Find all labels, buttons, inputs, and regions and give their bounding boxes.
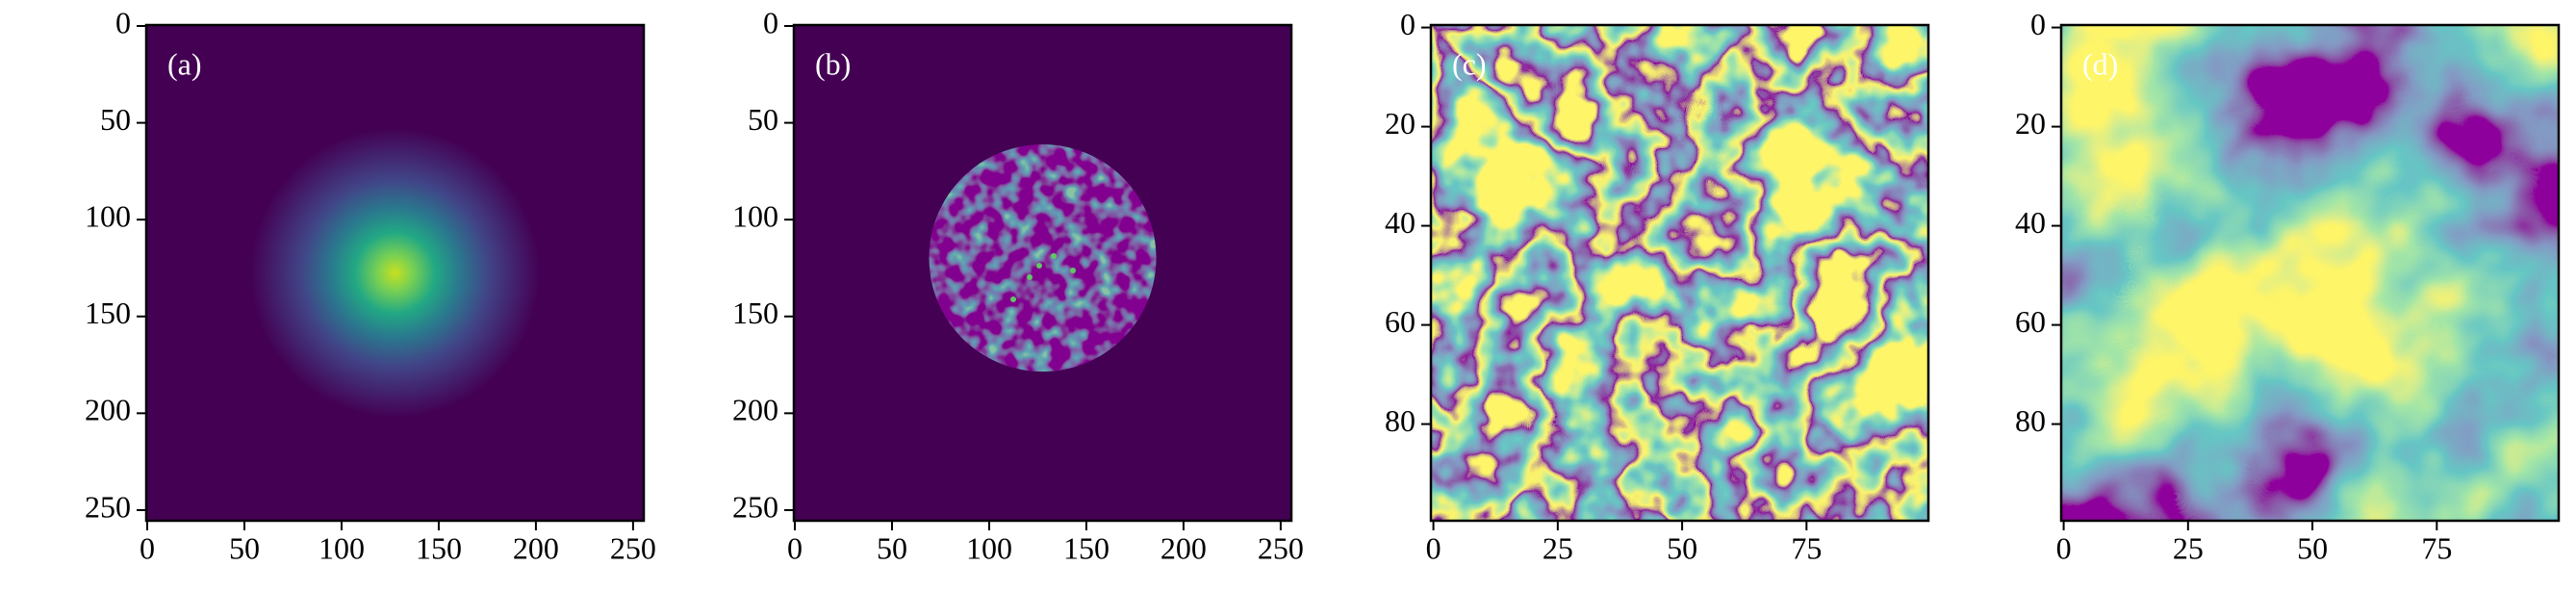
y-tick-label: 40 xyxy=(1385,205,1416,240)
image-speckle xyxy=(929,144,1157,373)
image-speck xyxy=(1036,263,1042,269)
y-tick-label: 50 xyxy=(100,102,131,137)
x-tick-label: 75 xyxy=(2421,530,2452,565)
axes-frame xyxy=(792,23,1293,523)
image-field xyxy=(2061,25,2559,521)
y-tick-label: 250 xyxy=(732,489,778,524)
panel-label: (d) xyxy=(2082,46,2118,81)
image xyxy=(2061,25,2559,521)
y-tick-label: 200 xyxy=(85,393,131,427)
x-tick-label: 0 xyxy=(140,530,155,565)
x-tick-label: 0 xyxy=(1426,530,1441,565)
image-spot xyxy=(250,128,540,418)
axes-frame xyxy=(2059,23,2561,523)
y-tick-label: 60 xyxy=(2015,304,2046,339)
x-tick-label: 25 xyxy=(1543,530,1573,565)
x-tick-label: 25 xyxy=(2173,530,2204,565)
axes-frame xyxy=(1429,23,1930,523)
y-tick-label: 0 xyxy=(1400,7,1416,41)
y-tick-label: 200 xyxy=(732,393,778,427)
y-tick-label: 80 xyxy=(2015,403,2046,438)
y-tick-label: 0 xyxy=(115,5,131,39)
x-tick-label: 0 xyxy=(787,530,803,565)
panel-label: (c) xyxy=(1452,46,1487,81)
image-speck xyxy=(1010,296,1016,302)
x-tick-label: 150 xyxy=(1063,530,1109,565)
x-tick-label: 200 xyxy=(513,530,559,565)
x-tick-label: 75 xyxy=(1791,530,1822,565)
y-tick-label: 20 xyxy=(1385,106,1416,141)
image-speck xyxy=(1070,268,1076,273)
x-tick-label: 100 xyxy=(966,530,1012,565)
x-tick-label: 150 xyxy=(416,530,462,565)
x-tick-label: 100 xyxy=(319,530,365,565)
y-tick-label: 20 xyxy=(2015,106,2046,141)
y-tick-label: 40 xyxy=(2015,205,2046,240)
y-tick-label: 0 xyxy=(763,5,778,39)
y-tick-label: 80 xyxy=(1385,403,1416,438)
panel-label: (b) xyxy=(815,46,851,81)
image xyxy=(1431,25,1928,521)
x-tick-label: 200 xyxy=(1160,530,1207,565)
image xyxy=(794,25,1291,521)
y-tick-label: 250 xyxy=(85,489,131,524)
image xyxy=(146,25,644,521)
y-tick-label: 60 xyxy=(1385,304,1416,339)
x-tick-label: 250 xyxy=(610,530,656,565)
y-tick-label: 100 xyxy=(732,199,778,234)
x-tick-label: 50 xyxy=(2297,530,2328,565)
y-tick-label: 150 xyxy=(732,296,778,330)
y-tick-label: 0 xyxy=(2030,7,2046,41)
axes-frame xyxy=(144,23,646,523)
y-tick-label: 150 xyxy=(85,296,131,330)
x-tick-label: 0 xyxy=(2056,530,2072,565)
y-tick-label: 100 xyxy=(85,199,131,234)
x-tick-label: 50 xyxy=(877,530,907,565)
y-tick-label: 50 xyxy=(748,102,778,137)
x-tick-label: 50 xyxy=(229,530,260,565)
x-tick-label: 50 xyxy=(1667,530,1697,565)
x-tick-label: 250 xyxy=(1258,530,1304,565)
image-speck xyxy=(1027,274,1033,280)
image-speck xyxy=(1051,253,1057,259)
panel-label: (a) xyxy=(167,46,202,81)
image-phase xyxy=(1431,25,1928,521)
